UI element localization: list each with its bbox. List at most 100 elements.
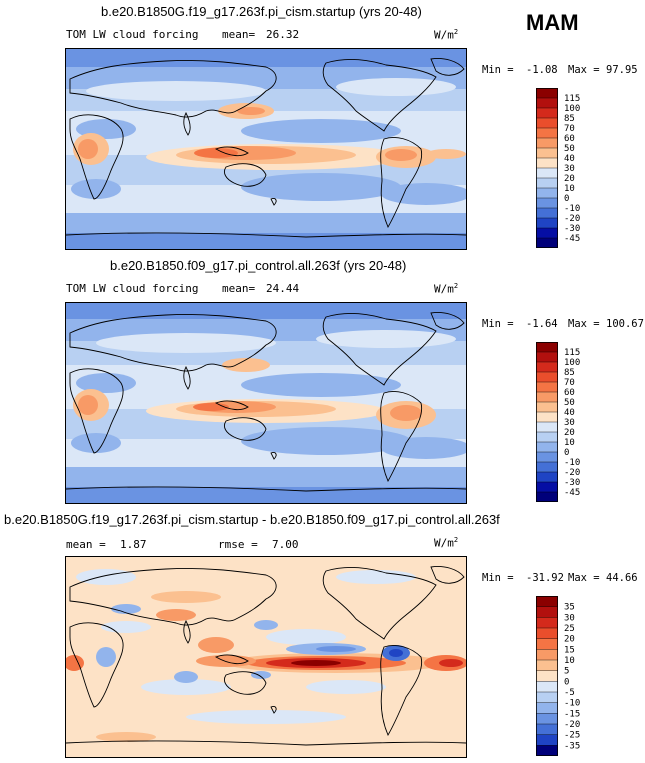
- colorbar-tick-label: 100: [564, 104, 580, 114]
- colorbar-segment: [536, 442, 558, 453]
- colorbar-tick-label: 115: [564, 348, 580, 358]
- colorbar-tick-label: 5: [564, 667, 569, 677]
- panel1-map: [65, 48, 467, 250]
- panel2-mean-value: 24.44: [266, 282, 300, 295]
- colorbar-tick-label: 25: [564, 624, 575, 634]
- colorbar-segment: [536, 482, 558, 493]
- colorbar-tick-label: -35: [564, 741, 580, 751]
- panel3-colorbar: 35 30 25 20 15 10 5 0 -5 -10 -15 -20 -25 -35: [536, 596, 596, 761]
- colorbar-tick-label: 30: [564, 613, 575, 623]
- colorbar-tick-label: 50: [564, 144, 575, 154]
- colorbar-segment: [536, 596, 558, 607]
- panel3-min-label: Min =: [482, 572, 514, 584]
- colorbar-segment: [536, 88, 558, 99]
- colorbar-tick-label: -30: [564, 478, 580, 488]
- colorbar-segment: [536, 342, 558, 353]
- panel2-max-value: 100.67: [606, 318, 644, 330]
- colorbar-tick-label: 10: [564, 656, 575, 666]
- colorbar-tick-label: -25: [564, 731, 580, 741]
- colorbar-border: [536, 596, 558, 756]
- colorbar-tick-label: 100: [564, 358, 580, 368]
- colorbar-segment: [536, 392, 558, 403]
- panel3-max-label: Max =: [568, 572, 600, 584]
- colorbar-segment: [536, 352, 558, 363]
- colorbar-tick-label: 20: [564, 428, 575, 438]
- colorbar-tick-label: 10: [564, 184, 575, 194]
- colorbar-segment: [536, 606, 558, 618]
- colorbar-segment: [536, 422, 558, 433]
- colorbar-segment: [536, 148, 558, 159]
- colorbar-tick-label: 0: [564, 677, 569, 687]
- colorbar-tick-label: 35: [564, 603, 575, 613]
- colorbar-tick-label: 70: [564, 124, 575, 134]
- colorbar-segment: [536, 660, 558, 671]
- panel2-min-label: Min =: [482, 318, 514, 330]
- panel3-title: b.e20.B1850G.f19_g17.263f.pi_cism.startu…: [4, 512, 500, 527]
- panel1-title: b.e20.B1850G.f19_g17.263f.pi_cism.startu…: [101, 4, 422, 19]
- panel1-colorbar: 115 100 85 70 60 50 40 30 20 10 0 -10 -20 -30 -45: [536, 88, 596, 253]
- colorbar-segment: [536, 238, 558, 249]
- colorbar-tick-label: -45: [564, 488, 580, 498]
- colorbar-tick-label: 50: [564, 398, 575, 408]
- colorbar-segment: [536, 432, 558, 443]
- colorbar-tick-label: 15: [564, 645, 575, 655]
- colorbar-segment: [536, 638, 558, 650]
- panel2-colorbar: 115 100 85 70 60 50 40 30 20 10 0 -10 -20 -30 -45: [536, 342, 596, 507]
- colorbar-segment: [536, 108, 558, 119]
- panel3-map: [65, 556, 467, 758]
- panel2-title: b.e20.B1850.f09_g17.pi_control.all.263f …: [110, 258, 407, 273]
- panel1-mean-label: mean=: [222, 28, 256, 41]
- colorbar-segment: [536, 472, 558, 483]
- panel3-max-value: 44.66: [606, 572, 638, 584]
- colorbar-tick-label: 85: [564, 114, 575, 124]
- colorbar-segment: [536, 681, 558, 693]
- panel1-min-label: Min =: [482, 64, 514, 76]
- colorbar-segment: [536, 128, 558, 139]
- colorbar-segment: [536, 745, 558, 757]
- colorbar-segment: [536, 372, 558, 383]
- colorbar-segment: [536, 713, 558, 725]
- season-label: MAM: [526, 10, 579, 35]
- panel1-units: W/m2: [434, 28, 459, 42]
- panel2-variable: TOM LW cloud forcing: [66, 282, 199, 295]
- colorbar-tick-label: -15: [564, 709, 580, 719]
- colorbar-tick-label: -10: [564, 204, 580, 214]
- panel1-max-label: Max =: [568, 64, 600, 76]
- colorbar-tick-label: 115: [564, 94, 580, 104]
- panel2-units: W/m2: [434, 282, 459, 296]
- colorbar-tick-label: 40: [564, 154, 575, 164]
- colorbar-segment: [536, 734, 558, 746]
- colorbar-tick-label: -20: [564, 720, 580, 730]
- colorbar-tick-label: 40: [564, 408, 575, 418]
- colorbar-tick-label: -45: [564, 234, 580, 244]
- colorbar-tick-label: -10: [564, 458, 580, 468]
- panel1-variable: TOM LW cloud forcing: [66, 28, 199, 41]
- colorbar-tick-label: -20: [564, 468, 580, 478]
- colorbar-segment: [536, 118, 558, 129]
- colorbar-segment: [536, 692, 558, 703]
- colorbar-segment: [536, 168, 558, 179]
- colorbar-tick-label: 0: [564, 194, 569, 204]
- panel2-map: [65, 302, 467, 504]
- colorbar-segment: [536, 724, 558, 735]
- colorbar-tick-label: -10: [564, 699, 580, 709]
- colorbar-segment: [536, 178, 558, 189]
- panel2-mean-label: mean=: [222, 282, 256, 295]
- colorbar-tick-label: 60: [564, 134, 575, 144]
- colorbar-segment: [536, 702, 558, 714]
- colorbar-segment: [536, 98, 558, 109]
- colorbar-segment: [536, 628, 558, 639]
- colorbar-tick-label: 0: [564, 448, 569, 458]
- colorbar-tick-label: 70: [564, 378, 575, 388]
- colorbar-segment: [536, 188, 558, 199]
- colorbar-segment: [536, 462, 558, 473]
- colorbar-tick-label: 10: [564, 438, 575, 448]
- colorbar-segment: [536, 362, 558, 373]
- colorbar-segment: [536, 218, 558, 229]
- colorbar-tick-label: 20: [564, 174, 575, 184]
- colorbar-segment: [536, 649, 558, 661]
- panel3-units: W/m2: [434, 536, 459, 550]
- colorbar-segment: [536, 198, 558, 209]
- colorbar-tick-label: 20: [564, 635, 575, 645]
- colorbar-tick-label: -20: [564, 214, 580, 224]
